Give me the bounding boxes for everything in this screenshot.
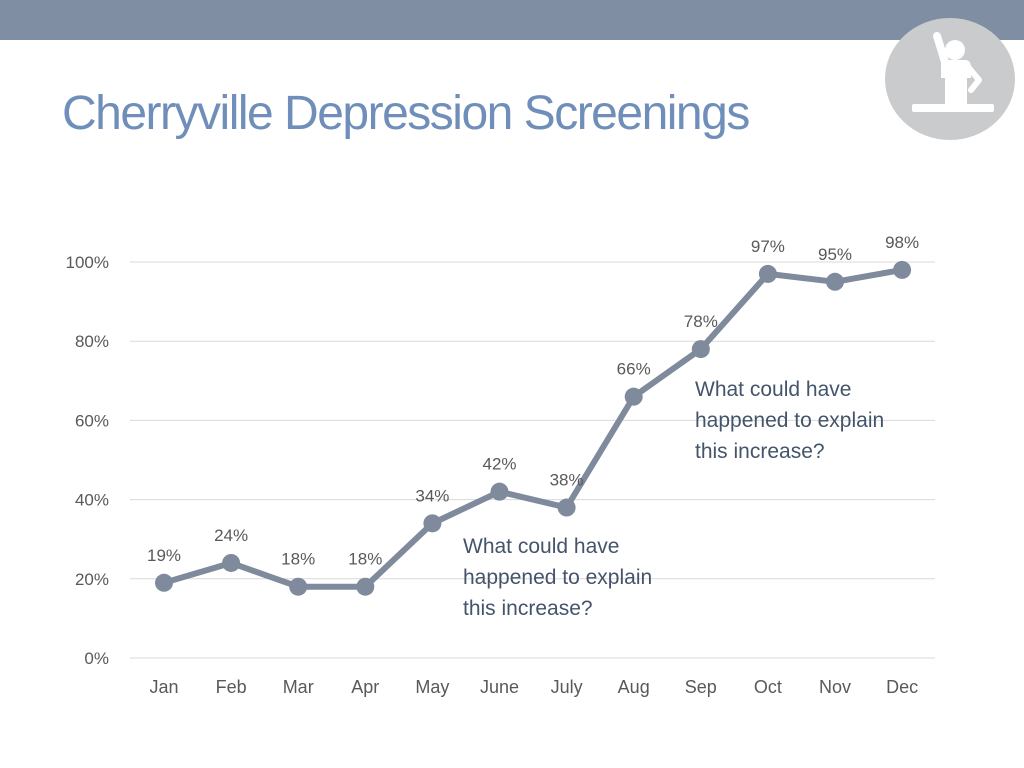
data-label: 95%	[818, 245, 852, 264]
data-label: 19%	[147, 546, 181, 565]
data-point	[826, 272, 844, 291]
x-tick-label: Mar	[283, 677, 314, 697]
data-point	[624, 387, 643, 406]
presenter-raising-hand-icon	[912, 32, 994, 112]
data-point	[557, 498, 576, 517]
data-label: 18%	[281, 550, 315, 569]
top-banner	[0, 0, 1024, 40]
data-label: 18%	[348, 550, 382, 569]
data-point	[691, 340, 710, 359]
x-tick-label: Aug	[618, 677, 650, 697]
y-tick-label: 100%	[66, 253, 109, 272]
x-tick-label: Dec	[886, 677, 918, 697]
annotation-text: this increase?	[695, 440, 825, 463]
annotation-text: this increase?	[463, 597, 593, 620]
y-tick-label: 40%	[75, 491, 109, 510]
presenter-badge	[885, 18, 1015, 140]
annotation-text: What could have	[695, 378, 851, 401]
data-label: 24%	[214, 526, 248, 545]
y-tick-label: 20%	[75, 570, 109, 589]
data-label: 42%	[482, 455, 516, 474]
annotation-text: happened to explain	[463, 566, 652, 589]
data-point	[758, 264, 777, 283]
data-point	[356, 577, 375, 596]
data-point	[155, 573, 173, 592]
data-point	[222, 553, 241, 572]
x-tick-label: June	[480, 677, 519, 697]
data-label: 66%	[617, 360, 651, 379]
y-tick-label: 60%	[75, 411, 109, 430]
x-tick-label: Nov	[819, 677, 851, 697]
annotation-text: What could have	[463, 535, 619, 558]
x-tick-label: Sep	[685, 677, 717, 697]
data-point	[423, 514, 442, 533]
data-label: 78%	[684, 312, 718, 331]
data-point	[490, 482, 509, 501]
series-line	[161, 266, 906, 590]
data-label: 97%	[751, 237, 785, 256]
x-tick-label: May	[415, 677, 449, 697]
x-tick-label: Jan	[149, 677, 178, 697]
y-tick-label: 0%	[84, 649, 109, 668]
x-tick-label: Apr	[351, 677, 379, 697]
data-point	[289, 577, 308, 596]
y-tick-label: 80%	[75, 332, 109, 351]
data-label: 98%	[885, 233, 919, 252]
data-point	[893, 260, 912, 279]
data-label: 34%	[415, 486, 449, 505]
annotation-text: happened to explain	[695, 409, 884, 432]
slide-title: Cherryville Depression Screenings	[62, 87, 750, 140]
x-tick-label: July	[551, 677, 583, 697]
x-tick-label: Oct	[754, 677, 782, 697]
x-tick-label: Feb	[216, 677, 247, 697]
data-label: 38%	[550, 471, 584, 490]
